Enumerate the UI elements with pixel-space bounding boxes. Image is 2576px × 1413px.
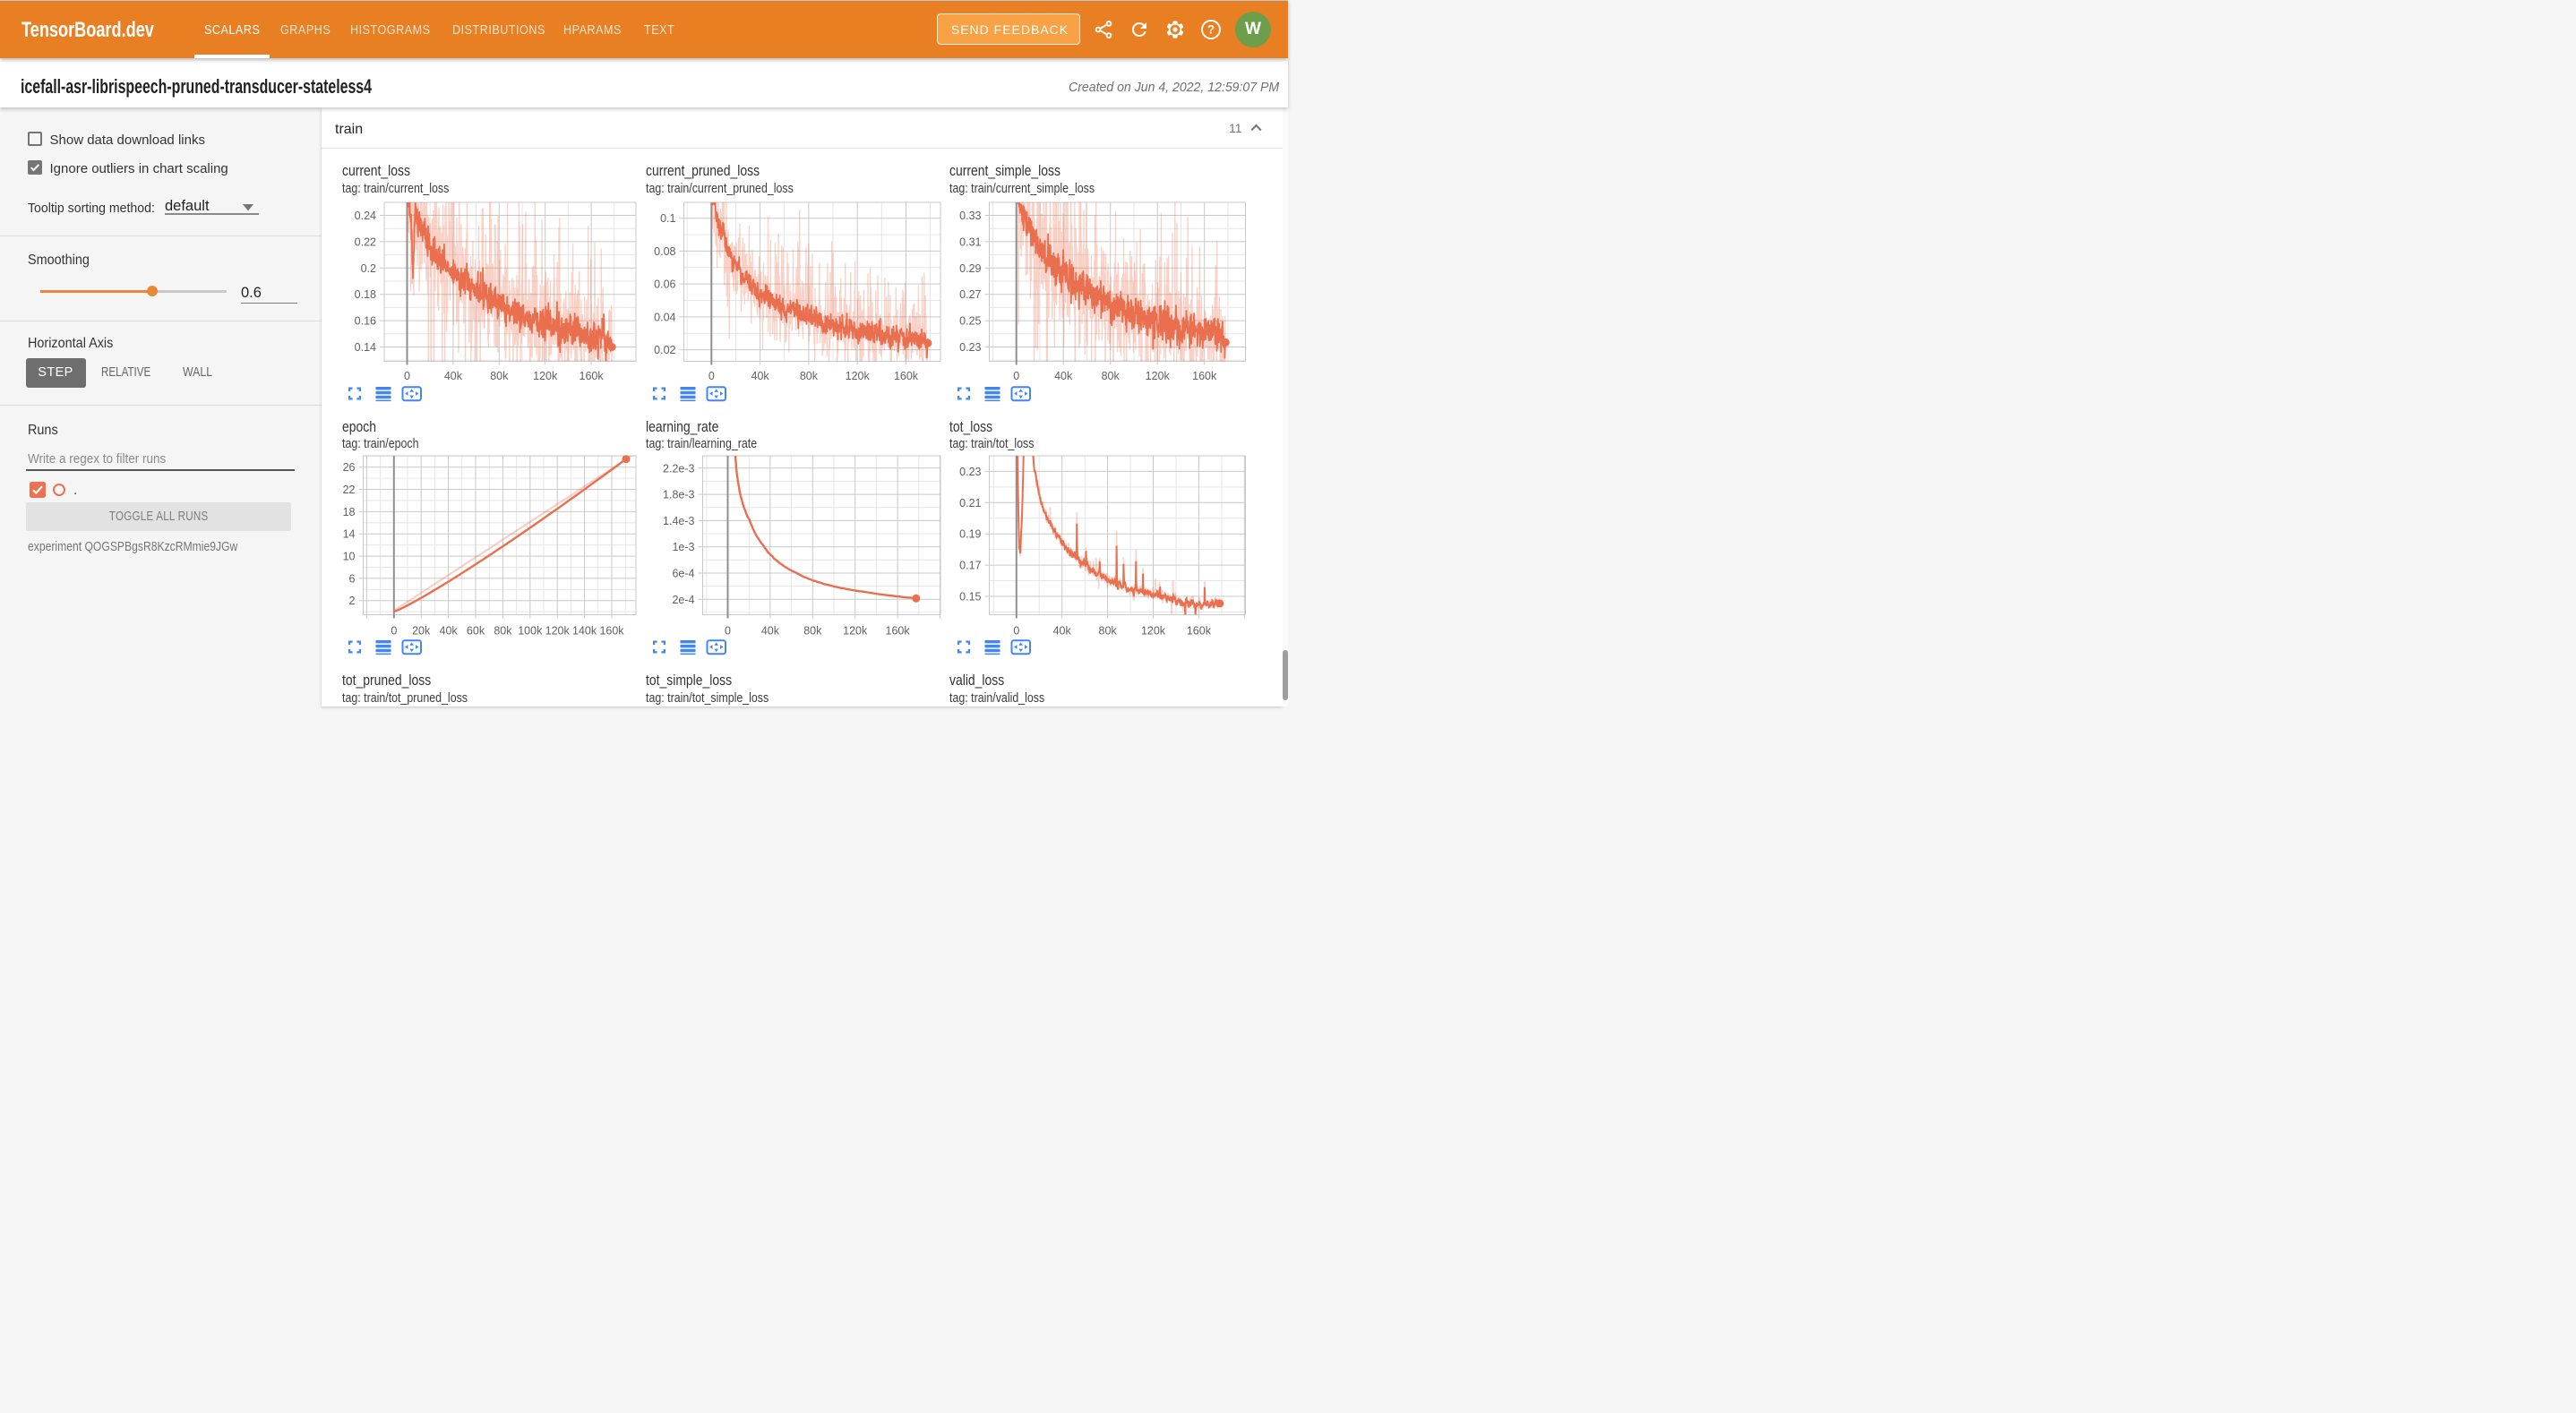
svg-text:?: ? <box>1207 22 1215 36</box>
svg-text:0.14: 0.14 <box>355 341 376 354</box>
svg-text:1.8e-3: 1.8e-3 <box>663 489 694 501</box>
svg-text:80k: 80k <box>800 370 819 382</box>
svg-text:18: 18 <box>343 506 356 518</box>
svg-text:80k: 80k <box>1099 625 1118 638</box>
svg-text:40k: 40k <box>440 625 459 638</box>
svg-text:0.08: 0.08 <box>654 245 675 258</box>
svg-text:0.19: 0.19 <box>959 528 981 541</box>
svg-text:10: 10 <box>343 551 356 563</box>
svg-text:40k: 40k <box>761 625 780 638</box>
svg-text:6e-4: 6e-4 <box>672 568 694 580</box>
svg-text:100k: 100k <box>518 625 543 638</box>
svg-text:2: 2 <box>349 595 356 607</box>
svg-text:0.31: 0.31 <box>959 236 981 248</box>
svg-text:0.27: 0.27 <box>959 288 981 301</box>
svg-text:0.02: 0.02 <box>654 344 675 356</box>
svg-text:1e-3: 1e-3 <box>672 541 694 553</box>
svg-text:120k: 120k <box>846 370 871 382</box>
svg-text:0: 0 <box>391 625 397 638</box>
svg-text:0.29: 0.29 <box>959 262 981 275</box>
svg-text:0.23: 0.23 <box>959 466 981 478</box>
svg-text:0.16: 0.16 <box>355 315 376 328</box>
svg-text:0.22: 0.22 <box>355 236 376 248</box>
svg-text:40k: 40k <box>1053 625 1072 638</box>
svg-text:80k: 80k <box>1102 370 1121 382</box>
svg-text:40k: 40k <box>1054 370 1073 382</box>
svg-text:120k: 120k <box>545 625 571 638</box>
svg-text:0.06: 0.06 <box>654 278 675 291</box>
svg-text:160k: 160k <box>599 625 624 638</box>
svg-text:80k: 80k <box>494 625 512 638</box>
svg-text:0.15: 0.15 <box>959 591 981 604</box>
svg-text:120k: 120k <box>843 625 868 638</box>
svg-text:40k: 40k <box>444 370 463 382</box>
svg-text:0.2: 0.2 <box>361 262 376 275</box>
svg-text:14: 14 <box>343 528 356 541</box>
svg-text:0.21: 0.21 <box>959 497 981 510</box>
svg-text:140k: 140k <box>572 625 597 638</box>
svg-text:20k: 20k <box>412 625 431 638</box>
svg-text:0.33: 0.33 <box>959 210 981 222</box>
svg-text:120k: 120k <box>1141 625 1166 638</box>
svg-text:0.17: 0.17 <box>959 560 981 572</box>
svg-text:0: 0 <box>1013 370 1019 382</box>
svg-text:160k: 160k <box>894 370 919 382</box>
svg-text:0: 0 <box>1013 625 1019 638</box>
svg-text:0: 0 <box>404 370 410 382</box>
svg-text:26: 26 <box>343 461 356 474</box>
svg-text:80k: 80k <box>803 625 822 638</box>
svg-text:0: 0 <box>708 370 715 382</box>
svg-text:120k: 120k <box>533 370 558 382</box>
svg-text:22: 22 <box>343 484 356 496</box>
svg-text:0.23: 0.23 <box>959 341 981 354</box>
svg-text:160k: 160k <box>886 625 911 638</box>
svg-text:160k: 160k <box>580 370 605 382</box>
svg-text:0.1: 0.1 <box>660 212 675 225</box>
svg-text:0: 0 <box>725 625 731 638</box>
svg-text:0.24: 0.24 <box>355 210 376 222</box>
svg-text:2e-4: 2e-4 <box>672 594 694 606</box>
svg-text:120k: 120k <box>1146 370 1171 382</box>
svg-text:40k: 40k <box>751 370 770 382</box>
svg-text:80k: 80k <box>490 370 509 382</box>
svg-text:0.18: 0.18 <box>355 288 376 301</box>
svg-text:1.4e-3: 1.4e-3 <box>663 515 694 527</box>
svg-text:0.25: 0.25 <box>959 315 981 328</box>
svg-text:60k: 60k <box>467 625 485 638</box>
svg-text:0.04: 0.04 <box>654 311 675 323</box>
svg-text:2.2e-3: 2.2e-3 <box>663 462 694 475</box>
svg-text:6: 6 <box>349 572 356 585</box>
svg-text:160k: 160k <box>1187 625 1212 638</box>
svg-text:160k: 160k <box>1192 370 1217 382</box>
